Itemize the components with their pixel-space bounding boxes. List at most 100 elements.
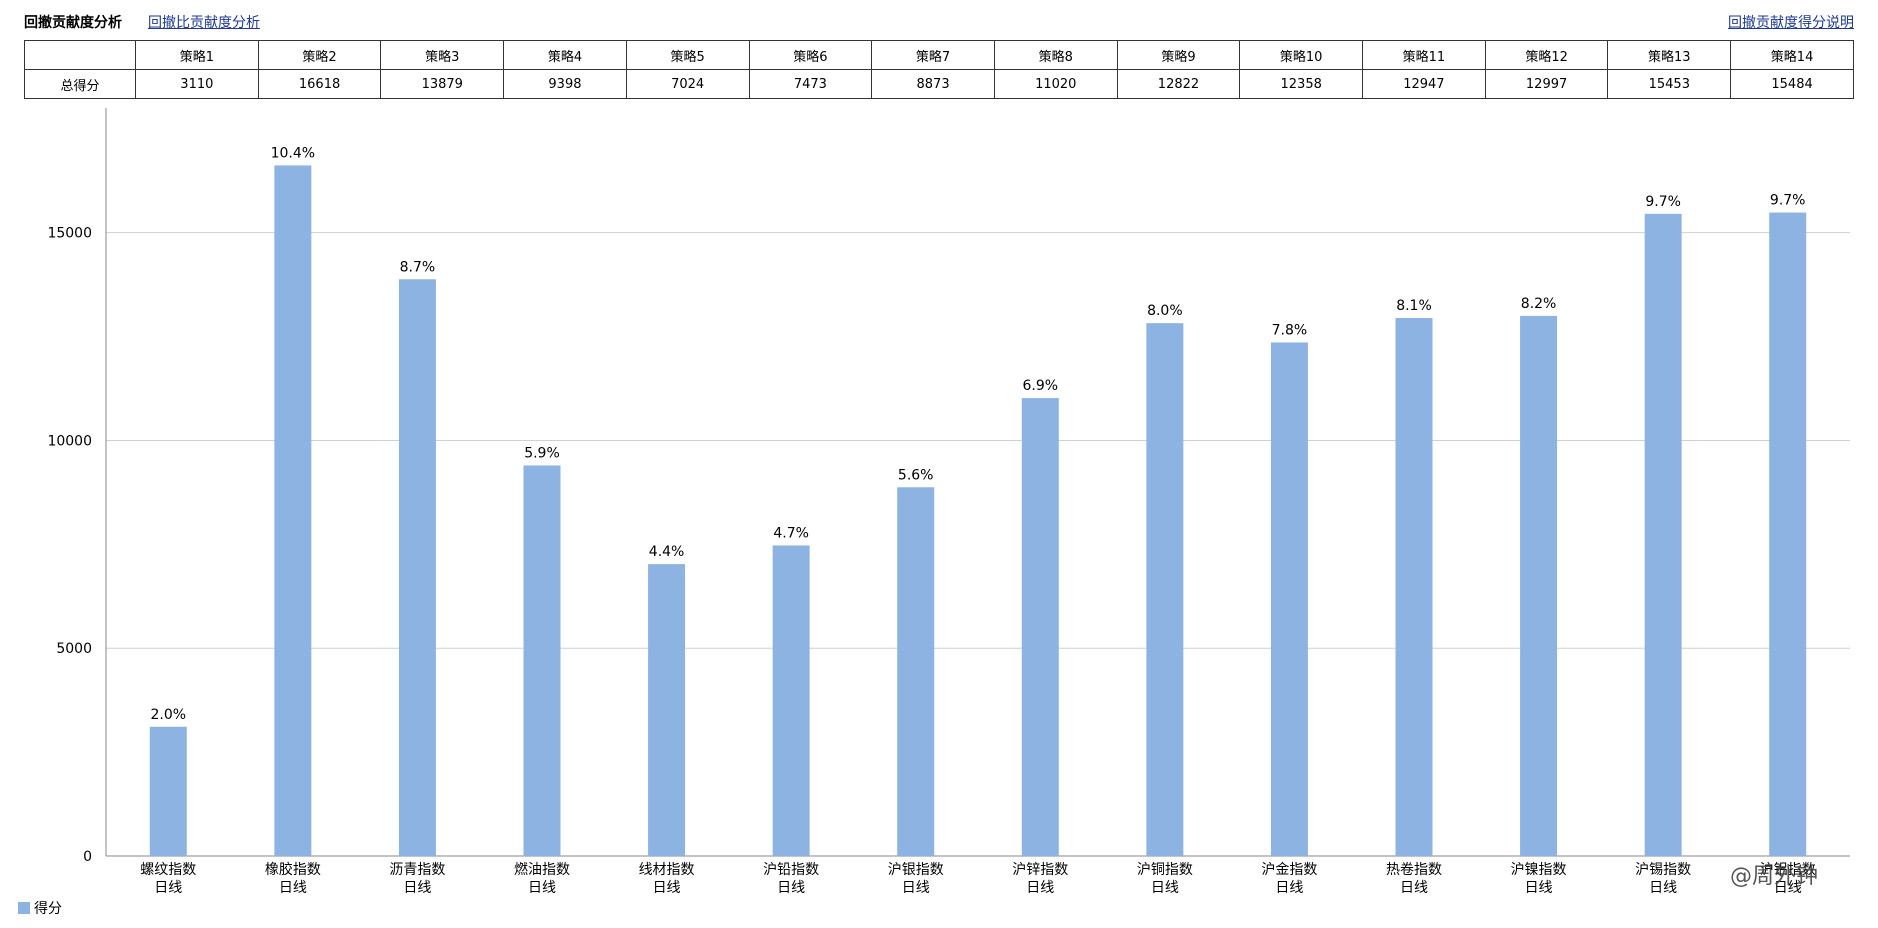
x-tick-label: 日线 [1400, 880, 1428, 894]
data-label: 8.2% [1521, 296, 1557, 312]
x-tick-label: 日线 [902, 880, 930, 894]
score-cell: 15453 [1607, 69, 1732, 99]
x-tick-label: 沪铅指数 [763, 862, 819, 878]
x-tick-label: 线材指数 [639, 862, 695, 878]
x-tick-label: 日线 [1026, 880, 1054, 894]
x-tick-label: 热卷指数 [1386, 862, 1442, 878]
legend-swatch [18, 902, 30, 914]
bar-chart: 0500010000150002.0%螺纹指数日线同森万象AI110.4%橡胶指… [47, 108, 1850, 894]
x-tick-label: 燃油指数 [514, 861, 570, 878]
bar [398, 279, 436, 856]
x-tick-label: 沪银指数 [888, 862, 944, 878]
top-bar: 回撤贡献度分析 回撤比贡献度分析 回撤贡献度得分说明 [24, 10, 1854, 34]
score-cell: 13879 [380, 69, 505, 99]
column-header: 策略2 [257, 40, 382, 70]
x-tick-label: 日线 [279, 880, 307, 894]
bar [1021, 398, 1059, 856]
column-header: 策略5 [625, 40, 750, 70]
table-corner-cell [24, 40, 136, 70]
bar [897, 487, 935, 856]
column-header: 策略9 [1116, 40, 1241, 70]
column-header: 策略1 [135, 40, 259, 70]
y-tick-label: 15000 [47, 226, 92, 242]
score-cell: 12947 [1362, 69, 1486, 99]
x-tick-label: 日线 [777, 880, 805, 894]
x-tick-label: 沪锌指数 [1012, 862, 1068, 878]
column-header: 策略14 [1730, 40, 1854, 70]
column-header: 策略7 [871, 40, 995, 70]
x-tick-label: 沪锡指数 [1635, 862, 1691, 878]
data-label: 9.7% [1645, 194, 1681, 210]
data-label: 10.4% [271, 145, 315, 161]
x-tick-label: 沪铜指数 [1137, 862, 1193, 878]
bar [274, 165, 312, 856]
score-cell: 8873 [871, 69, 995, 99]
y-tick-label: 5000 [56, 641, 92, 657]
column-header: 策略3 [380, 40, 505, 70]
score-cell: 11020 [993, 69, 1118, 99]
x-tick-label: 日线 [154, 880, 182, 894]
score-cell: 7473 [748, 69, 873, 99]
bar [1644, 213, 1682, 856]
data-label: 6.9% [1022, 378, 1058, 394]
x-tick-label: 日线 [403, 880, 431, 894]
bar [772, 545, 810, 856]
data-label: 7.8% [1272, 322, 1308, 338]
column-header: 策略6 [748, 40, 873, 70]
bar [1769, 212, 1807, 856]
x-tick-label: 日线 [1525, 880, 1553, 894]
bar [648, 564, 686, 856]
score-cell: 12822 [1116, 69, 1241, 99]
x-tick-label: 日线 [528, 880, 556, 894]
data-label: 5.9% [524, 445, 560, 461]
data-label: 4.4% [649, 544, 685, 560]
column-header: 策略12 [1484, 40, 1609, 70]
x-tick-label: 沪镍指数 [1511, 862, 1567, 878]
score-cell: 9398 [503, 69, 627, 99]
drawdown-ratio-link[interactable]: 回撤比贡献度分析 [148, 15, 260, 31]
legend: 得分 [18, 898, 62, 918]
data-label: 8.0% [1147, 303, 1183, 319]
bar [1520, 315, 1558, 856]
score-table: 策略1 策略2 策略3 策略4 策略5 策略6 策略7 策略8 策略9 策略10 策略11 策略12 策… [24, 40, 1854, 99]
data-label: 8.1% [1396, 298, 1432, 314]
data-label: 2.0% [150, 707, 186, 723]
y-tick-label: 10000 [47, 433, 92, 449]
bar [523, 465, 561, 856]
score-cell: 3110 [135, 69, 259, 99]
bar [1270, 342, 1308, 857]
score-cell: 12358 [1239, 69, 1364, 99]
column-header: 策略10 [1239, 40, 1364, 70]
watermark: @周外钟 [1729, 864, 1818, 889]
column-header: 策略13 [1607, 40, 1732, 70]
column-header: 策略8 [993, 40, 1118, 70]
y-tick-label: 0 [83, 849, 92, 865]
legend-label: 得分 [34, 901, 62, 917]
x-tick-label: 日线 [1151, 880, 1179, 894]
score-cell: 7024 [625, 69, 750, 99]
column-header: 策略11 [1362, 40, 1486, 70]
x-tick-label: 沪铝指数 [1760, 862, 1816, 878]
score-explanation-link[interactable]: 回撤贡献度得分说明 [1728, 15, 1854, 31]
column-header: 策略4 [503, 40, 627, 70]
table-row: 总得分 3110 16618 13879 9398 7024 7473 8873 11020 1… [24, 69, 1854, 99]
page-title: 回撤贡献度分析 [24, 15, 122, 31]
row-label: 总得分 [24, 69, 136, 99]
table-header-row: 策略1 策略2 策略3 策略4 策略5 策略6 策略7 策略8 策略9 策略10 策略11 策略12 策… [24, 40, 1854, 70]
data-label: 8.7% [400, 259, 436, 275]
x-tick-label: 日线 [653, 880, 681, 894]
bar [1146, 323, 1184, 856]
data-label: 9.7% [1770, 193, 1806, 209]
bar [1395, 317, 1433, 856]
x-tick-label: 日线 [1774, 880, 1802, 894]
score-cell: 15484 [1730, 69, 1854, 99]
data-label: 5.6% [898, 467, 934, 483]
x-tick-label: 沪金指数 [1261, 862, 1317, 878]
score-cell: 16618 [257, 69, 382, 99]
data-label: 4.7% [773, 525, 809, 541]
x-tick-label: 沥青指数 [389, 862, 445, 878]
x-tick-label: 日线 [1275, 880, 1303, 894]
score-cell: 12997 [1484, 69, 1609, 99]
x-tick-label: 橡胶指数 [265, 861, 321, 878]
x-tick-label: 螺纹指数 [140, 862, 196, 878]
